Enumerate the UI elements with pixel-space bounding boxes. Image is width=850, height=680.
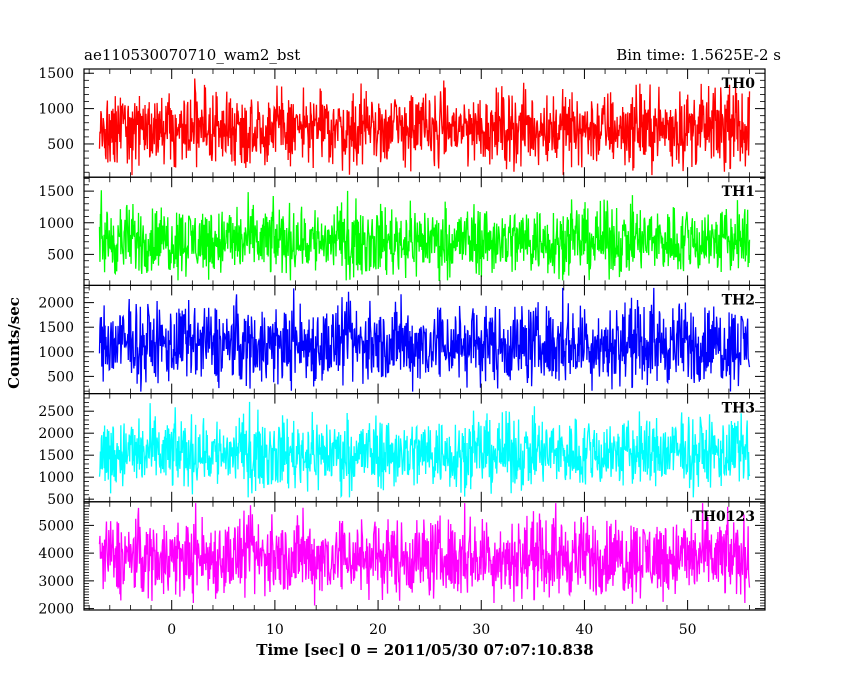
x-tick-label: 40 — [576, 622, 594, 638]
y-tick-label: 1000 — [38, 216, 74, 232]
y-axis-label: Counts/sec — [5, 297, 23, 389]
panel-label-th1: TH1 — [722, 184, 755, 200]
y-tick-label: 3000 — [38, 574, 74, 590]
series-line-th0123 — [98, 503, 751, 606]
y-tick-label: 500 — [47, 492, 74, 508]
x-tick-label: 30 — [472, 622, 490, 638]
panel-label-th2: TH2 — [722, 292, 755, 308]
panel-label-th0123: TH0123 — [692, 509, 755, 525]
y-tick-label: 4000 — [38, 546, 74, 562]
y-tick-label: 1500 — [38, 184, 74, 200]
panel-th1: 500 1000 1500 TH1 — [38, 176, 766, 286]
y-tick-label: 1500 — [38, 448, 74, 464]
panel-th2: 500 1000 1500 2000 TH2 — [38, 284, 766, 395]
y-tick-label: 1500 — [38, 66, 74, 82]
y-tick-label: 1500 — [38, 320, 74, 336]
y-tick-label: 2000 — [38, 602, 74, 618]
panel-th0: 500 1000 1500 TH0 — [38, 66, 766, 178]
x-tick-label: 20 — [369, 622, 387, 638]
y-tick-label: 5000 — [38, 518, 74, 534]
panel-label-th3: TH3 — [722, 401, 755, 417]
y-tick-label: 1000 — [38, 102, 74, 118]
y-tick-label: 2500 — [38, 404, 74, 420]
x-tick-label: 0 — [167, 622, 176, 638]
series-line-th3 — [98, 401, 751, 499]
series-line-th1 — [98, 190, 751, 281]
series-line-th0 — [98, 78, 751, 176]
panel-th0123: 2000 3000 4000 5000 TH0123 — [38, 501, 766, 618]
x-axis-label: Time [sec] 0 = 2011/05/30 07:07:10.838 — [256, 641, 593, 659]
y-tick-label: 2000 — [38, 296, 74, 312]
series-line-th2 — [98, 287, 751, 392]
y-tick-label: 1000 — [38, 345, 74, 361]
panel-label-th0: TH0 — [722, 76, 756, 92]
y-tick-label: 500 — [47, 369, 74, 385]
y-tick-label: 1000 — [38, 470, 74, 486]
plot-title: ae110530070710_wam2_bst — [84, 46, 300, 64]
panel-th3: 500 1000 1500 2000 2500 TH3 — [38, 393, 766, 508]
y-tick-label: 500 — [47, 247, 74, 263]
x-tick-label: 10 — [266, 622, 284, 638]
y-tick-label: 2000 — [38, 426, 74, 442]
y-tick-label: 500 — [47, 137, 74, 153]
bin-time-label: Bin time: 1.5625E-2 s — [616, 46, 781, 64]
x-tick-label: 50 — [679, 622, 697, 638]
